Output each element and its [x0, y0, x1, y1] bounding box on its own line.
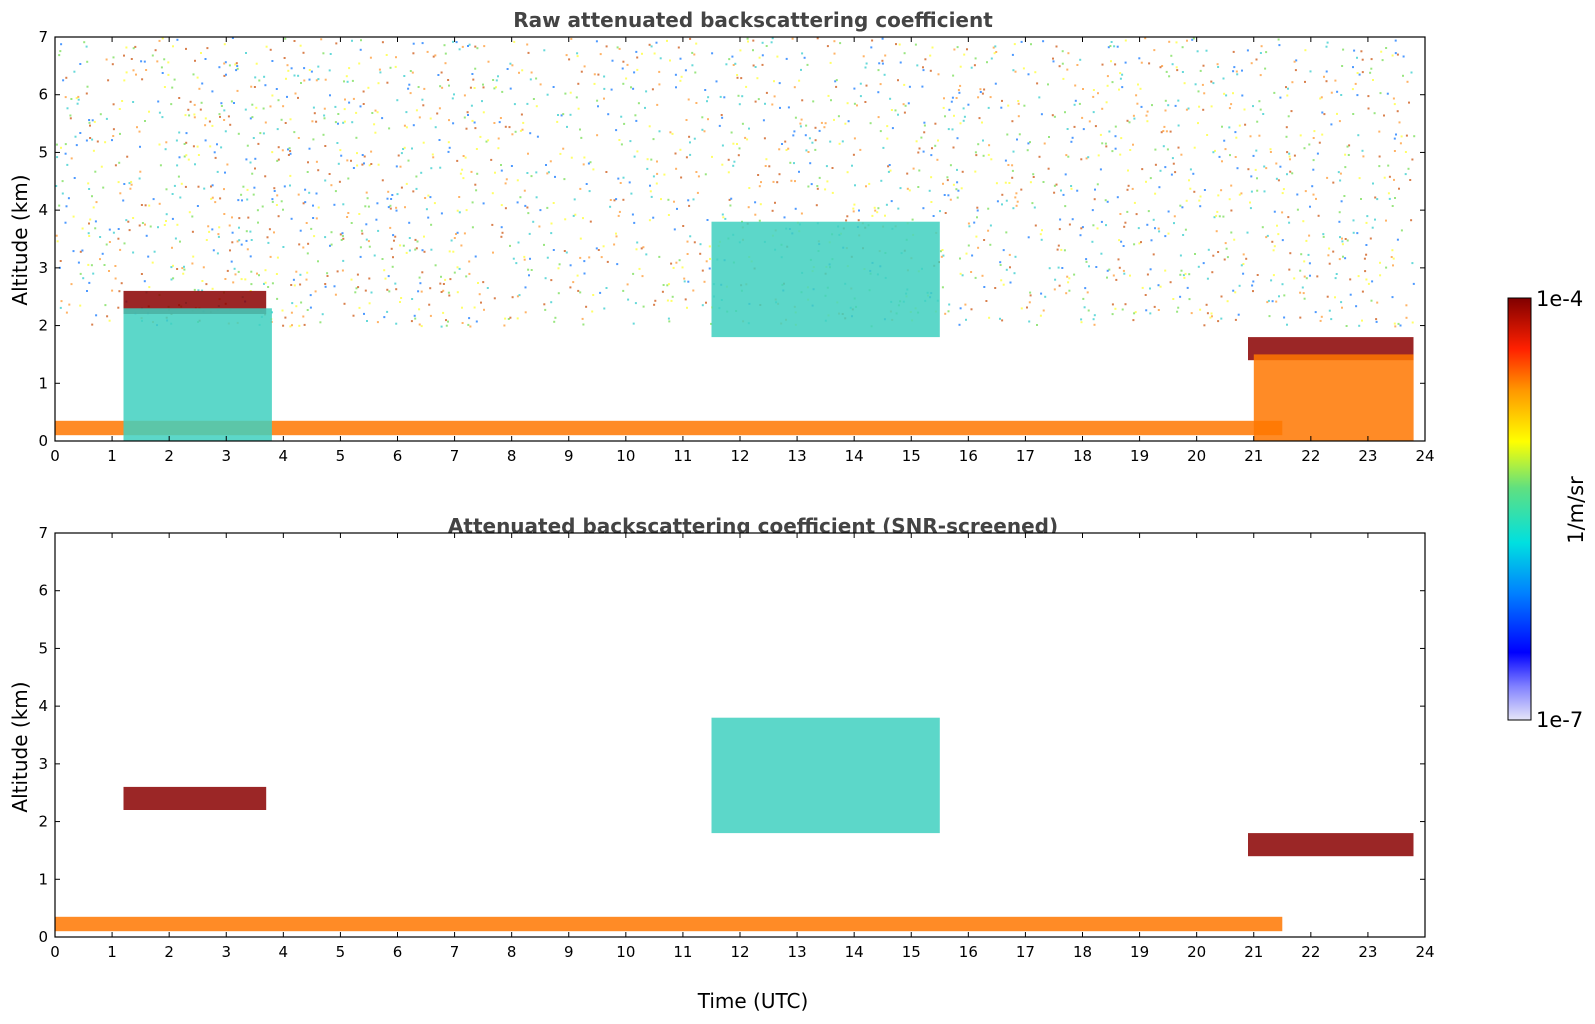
- x-tick-label: 2: [164, 447, 174, 465]
- feature-aerosol-plumes: [711, 221, 940, 338]
- x-tick-label: 20: [1187, 447, 1206, 465]
- x-tick-label: 6: [393, 447, 403, 465]
- x-tick-label: 16: [959, 447, 978, 465]
- x-tick-label: 1: [107, 943, 117, 961]
- x-tick-label: 6: [393, 943, 403, 961]
- x-tick-label: 7: [450, 943, 460, 961]
- x-tick-label: 24: [1415, 943, 1434, 961]
- y-tick-label: 5: [38, 639, 48, 657]
- raw-panel: Raw attenuated backscattering coefficien…: [8, 8, 1435, 465]
- y-tick-label: 5: [38, 143, 48, 161]
- y-tick-label: 3: [38, 755, 48, 773]
- feature-surface-layer: [55, 916, 1283, 932]
- x-tick-label: 22: [1301, 943, 1320, 961]
- x-tick-label: 21: [1244, 943, 1263, 961]
- colorbar-gradient: [1507, 297, 1532, 721]
- x-tick-label: 23: [1358, 447, 1377, 465]
- x-tick-label: 0: [50, 447, 60, 465]
- feature-evening-cloud-layer: [1248, 833, 1414, 857]
- y-tick-label: 6: [38, 86, 48, 104]
- feature-evening-boundary-layer: [1253, 354, 1414, 441]
- y-tick-label: 7: [38, 524, 48, 542]
- y-tick-label: 0: [38, 928, 48, 946]
- x-tick-label: 19: [1130, 943, 1149, 961]
- time-axis-label: Time (UTC): [697, 989, 809, 1013]
- x-tick-label: 12: [730, 447, 749, 465]
- y-tick-label: 6: [38, 582, 48, 600]
- colorbar-max-label: 1e-4: [1536, 287, 1583, 311]
- y-tick-label: 2: [38, 813, 48, 831]
- x-tick-label: 24: [1415, 447, 1434, 465]
- x-tick-label: 7: [450, 447, 460, 465]
- x-tick-label: 14: [845, 943, 864, 961]
- feature-aerosol-plumes: [711, 717, 940, 834]
- y-tick-label: 4: [38, 697, 48, 715]
- x-tick-label: 5: [336, 943, 346, 961]
- x-tick-label: 22: [1301, 447, 1320, 465]
- x-tick-label: 3: [221, 943, 231, 961]
- feature-surface-layer: [55, 420, 1283, 436]
- colorbar-min-label: 1e-7: [1536, 708, 1583, 732]
- colorbar-unit-label: 1/m/sr: [1564, 476, 1588, 544]
- x-tick-label: 1: [107, 447, 117, 465]
- feature-cloud-layer-morning: [123, 290, 267, 314]
- screened-panel-heatmap: [55, 533, 1425, 937]
- x-tick-label: 13: [788, 943, 807, 961]
- raw-panel-title: Raw attenuated backscattering coefficien…: [513, 8, 993, 32]
- y-tick-label: 3: [38, 259, 48, 277]
- x-tick-label: 18: [1073, 943, 1092, 961]
- y-tick-label: 1: [38, 374, 48, 392]
- x-tick-label: 16: [959, 943, 978, 961]
- x-tick-label: 15: [902, 447, 921, 465]
- noise-speckle: [55, 37, 1416, 328]
- x-tick-label: 14: [845, 447, 864, 465]
- y-tick-label: 1: [38, 870, 48, 888]
- x-tick-label: 15: [902, 943, 921, 961]
- x-tick-label: 5: [336, 447, 346, 465]
- x-tick-label: 17: [1016, 943, 1035, 961]
- x-tick-label: 23: [1358, 943, 1377, 961]
- y-tick-label: 0: [38, 432, 48, 450]
- screened-panel-axes: 0 1 2 3 4 5 6 7 8 9 10 11 12 13 14 15 16 17 18 19 20 21 22 23 24…: [38, 524, 1434, 961]
- screened-panel: Attenuated backscattering coefficient (S…: [8, 514, 1435, 1013]
- raw-panel-heatmap: [55, 37, 1425, 441]
- x-tick-label: 0: [50, 943, 60, 961]
- x-tick-label: 21: [1244, 447, 1263, 465]
- x-tick-label: 9: [564, 943, 574, 961]
- colorbar: 1e-4 1e-7 1/m/sr: [1507, 287, 1588, 732]
- y-tick-label: 2: [38, 317, 48, 335]
- x-tick-label: 19: [1130, 447, 1149, 465]
- x-tick-label: 9: [564, 447, 574, 465]
- x-tick-label: 4: [279, 943, 289, 961]
- raw-panel-axes: 0 1 2 3 4 5 6 7 8 9 10 11 12 13 14 15 16 17 18 19 20 21 22 23 24…: [38, 28, 1434, 465]
- x-tick-label: 4: [279, 447, 289, 465]
- screened-panel-ylabel: Altitude (km): [8, 681, 32, 812]
- y-tick-label: 7: [38, 28, 48, 46]
- x-tick-label: 11: [673, 943, 692, 961]
- x-tick-label: 11: [673, 447, 692, 465]
- x-tick-label: 13: [788, 447, 807, 465]
- feature-boundary-layer-morning: [123, 308, 272, 441]
- x-tick-label: 8: [507, 943, 517, 961]
- x-tick-label: 20: [1187, 943, 1206, 961]
- x-tick-label: 8: [507, 447, 517, 465]
- x-tick-label: 3: [221, 447, 231, 465]
- x-tick-label: 10: [616, 943, 635, 961]
- y-tick-label: 4: [38, 201, 48, 219]
- x-tick-label: 2: [164, 943, 174, 961]
- x-tick-label: 10: [616, 447, 635, 465]
- x-tick-label: 12: [730, 943, 749, 961]
- raw-panel-ylabel: Altitude (km): [8, 174, 32, 305]
- x-tick-label: 17: [1016, 447, 1035, 465]
- feature-cloud-layer-morning: [123, 786, 267, 810]
- x-tick-label: 18: [1073, 447, 1092, 465]
